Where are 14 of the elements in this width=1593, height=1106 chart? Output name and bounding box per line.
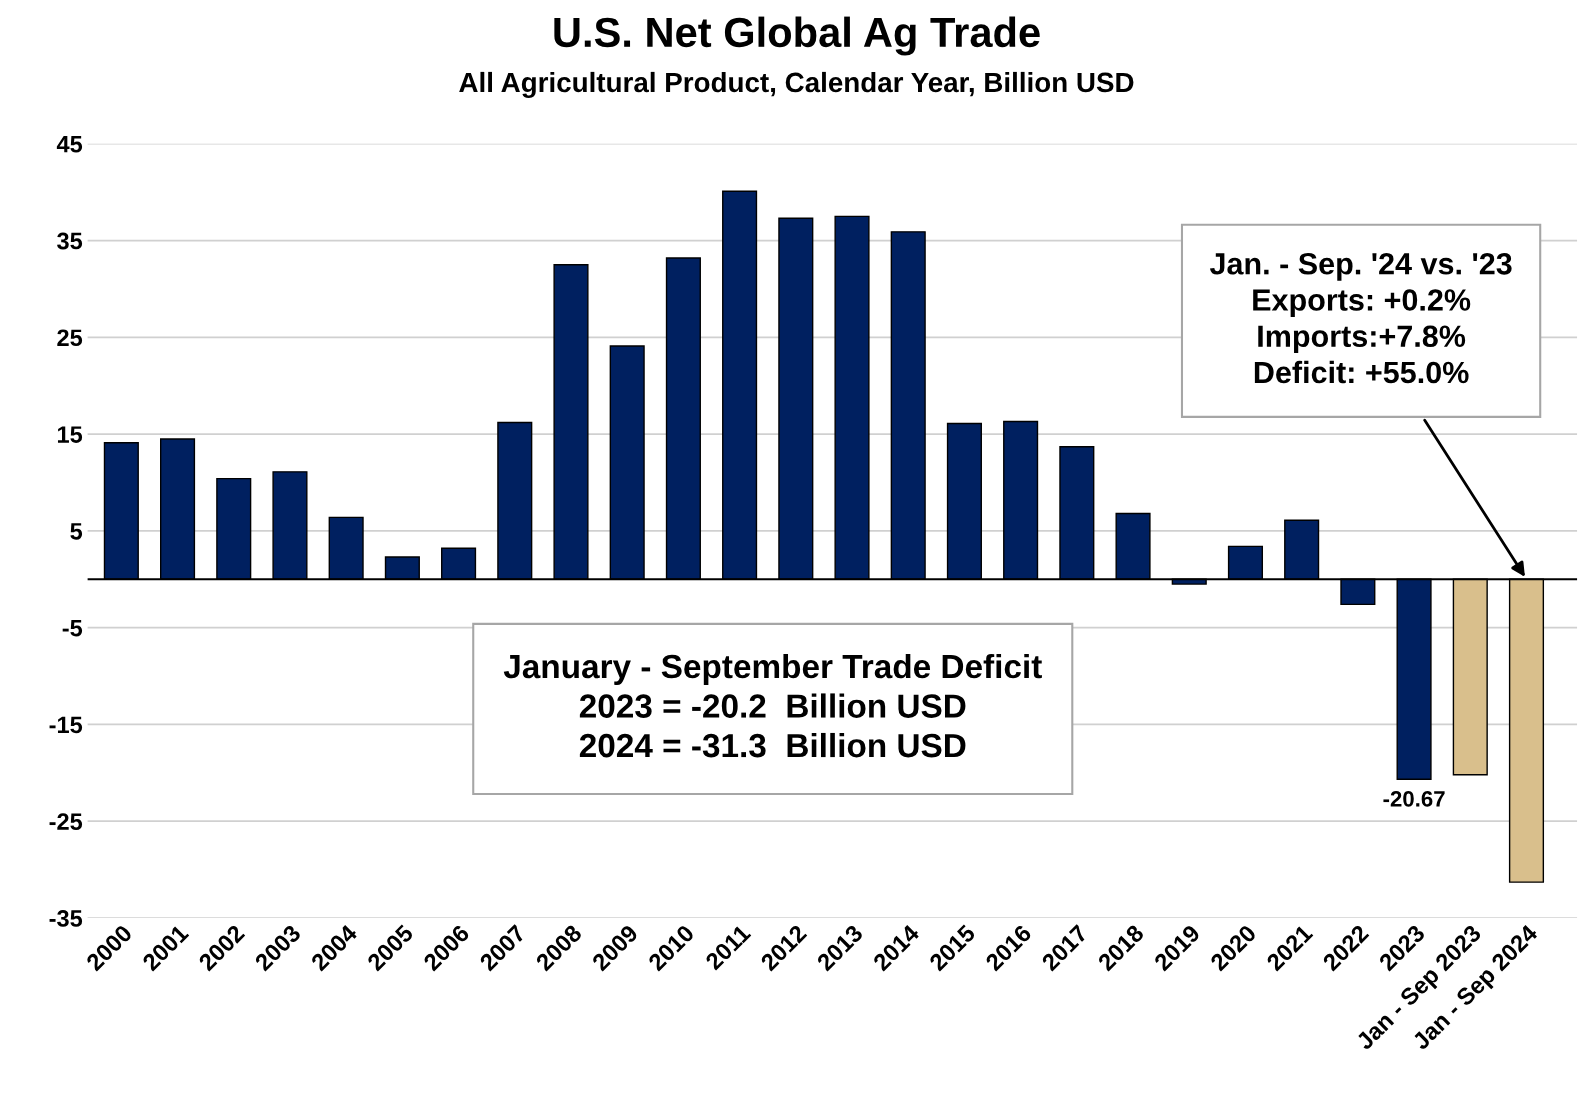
y-tick-label: -5 [62,619,83,637]
y-tick-label: 5 [70,523,83,540]
y-tick-label: 45 [56,136,83,153]
y-tick-label: -15 [49,716,83,734]
chart-subtitle: All Agricultural Product, Calendar Year, Billion USD [459,71,1134,98]
y-tick-label: -35 [49,910,83,927]
annotation: Jan. - Sep. '24 vs. '23 Exports: +0.2% Imports:+7.8% Deficit: +55.0% [1209,252,1512,384]
y-tick-label: -25 [49,813,83,830]
data-label: -20.67 [1383,791,1445,807]
annotation: January - September Trade Deficit 2023 = -20.2 Billion USD 2024 = -31.3 Billion USD [503,653,1042,758]
chart-title: U.S. Net Global Ag Trade [554,16,1040,56]
y-tick-label: 15 [57,426,83,443]
y-tick-label: 35 [57,232,83,250]
y-tick-label: 25 [57,329,83,347]
